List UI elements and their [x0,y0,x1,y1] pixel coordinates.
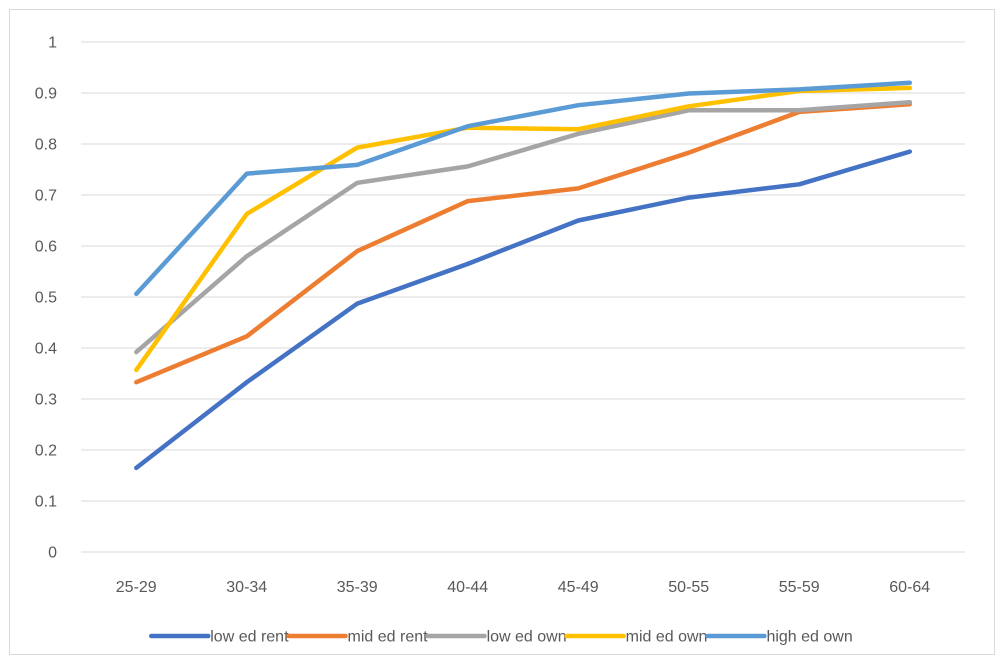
y-tick-label: 0.5 [35,290,57,307]
x-axis-ticks: 25-29 30-34 35-39 40-44 45-49 50-55 55-59 60-64 [116,579,931,596]
legend-label: high ed own [766,629,852,646]
legend-label: mid ed own [626,629,708,646]
y-tick-label: 0.1 [35,494,57,511]
y-tick-label: 1 [48,35,57,52]
chart-frame: 0 0.1 0.2 0.3 0.4 0.5 0.6 0.7 0.8 0.9 1 25-29 30-34… [9,9,995,655]
y-tick-label: 0.7 [35,188,57,205]
gridlines [81,41,965,553]
x-tick-label: 35-39 [337,579,378,596]
line-chart: 0 0.1 0.2 0.3 0.4 0.5 0.6 0.7 0.8 0.9 1 25-29 30-34… [35,35,965,646]
series-line-low-ed-rent [134,149,913,471]
x-tick-label: 50-55 [668,579,709,596]
legend-label: low ed rent [210,629,289,646]
y-tick-label: 0.9 [35,86,57,103]
series-line-high-ed-own [134,80,913,297]
series-line-mid-ed-own [134,85,913,373]
x-tick-label: 25-29 [116,579,157,596]
y-tick-label: 0 [48,545,57,562]
x-tick-label: 60-64 [889,579,930,596]
legend-label: low ed own [487,629,567,646]
x-tick-label: 45-49 [558,579,599,596]
x-tick-label: 40-44 [447,579,488,596]
y-axis-ticks: 0 0.1 0.2 0.3 0.4 0.5 0.6 0.7 0.8 0.9 1 [35,35,57,562]
y-tick-label: 0.4 [35,341,57,358]
series-lines [134,80,913,471]
y-tick-label: 0.2 [35,443,57,460]
series-line-mid-ed-rent [134,101,913,385]
y-tick-label: 0.6 [35,239,57,256]
legend-label: mid ed rent [348,629,429,646]
y-tick-label: 0.3 [35,392,57,409]
series-line-low-ed-own [134,99,913,355]
x-tick-label: 30-34 [226,579,267,596]
legend: low ed rent mid ed rent low ed own mid ed o… [149,629,853,646]
x-tick-label: 55-59 [779,579,820,596]
y-tick-label: 0.8 [35,137,57,154]
